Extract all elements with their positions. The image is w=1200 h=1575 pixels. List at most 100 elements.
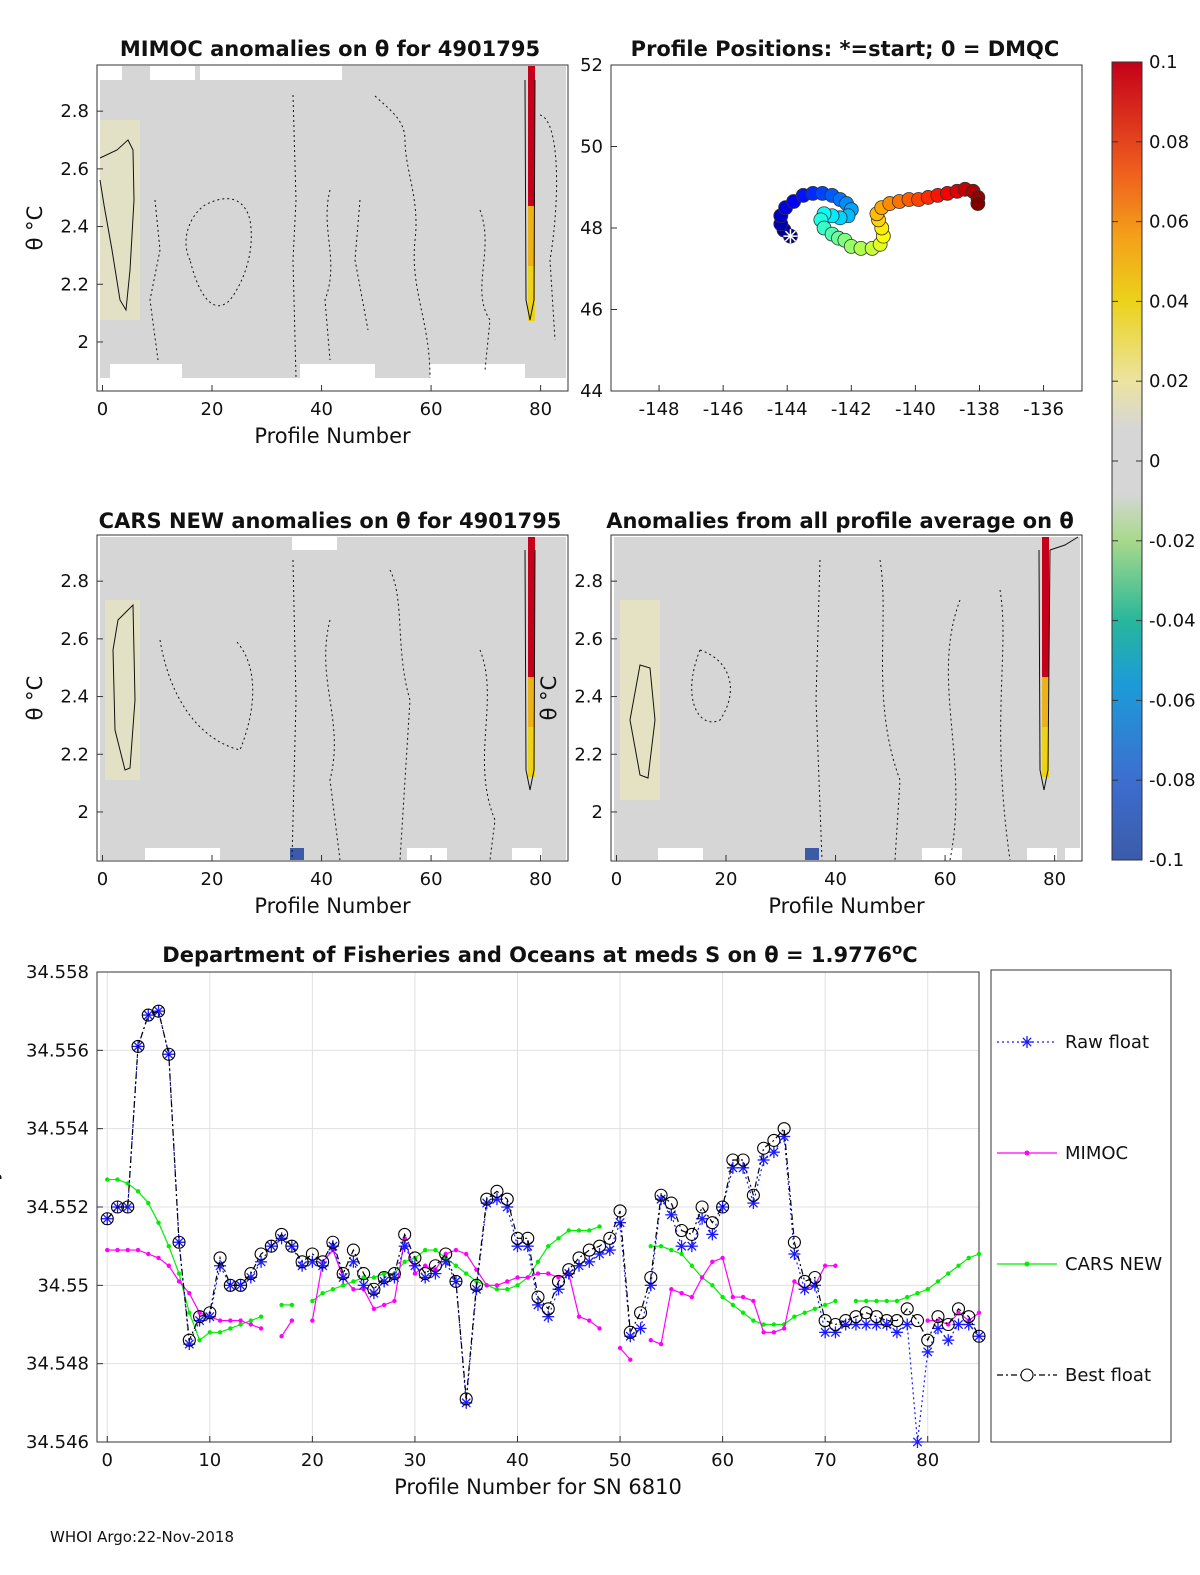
best-float-marker [531, 1290, 545, 1304]
best-float-marker [449, 1274, 463, 1288]
y-tick-label: 34.554 [26, 1119, 89, 1140]
raw-float-marker [685, 1240, 698, 1253]
raw-float-marker-stroke [656, 1194, 666, 1204]
x-tick-label: -144 [767, 399, 808, 420]
series-point [422, 1247, 428, 1253]
x-tick-label: 20 [201, 869, 224, 890]
series-point [105, 1247, 110, 1253]
best-float-marker [746, 1188, 760, 1202]
series-point [433, 1247, 438, 1253]
colorbar-tick-label: 0.1 [1149, 52, 1178, 73]
raw-float-marker-stroke [184, 1339, 194, 1349]
best-float-marker [151, 1004, 166, 1018]
series-point [176, 1271, 182, 1276]
best-float-marker [951, 1302, 966, 1316]
legend-label: Raw float [1065, 1032, 1149, 1053]
y-tick-label: 52 [580, 55, 603, 76]
raw-float-marker-stroke [933, 1323, 943, 1334]
series-point [494, 1287, 500, 1292]
series-point [812, 1306, 818, 1312]
best-float-marker [500, 1192, 514, 1206]
series-point [679, 1290, 684, 1296]
best-float-marker [787, 1235, 801, 1249]
best-float-marker [316, 1255, 330, 1269]
start-marker [783, 229, 798, 244]
series-point [289, 1302, 295, 1308]
series-point [228, 1326, 233, 1331]
y-tick-label: 2.4 [60, 217, 89, 238]
raw-float-marker-stroke [943, 1335, 953, 1345]
series-line [106, 1010, 980, 1443]
colorbar-tick-label: 0.06 [1149, 212, 1189, 233]
series-point [146, 1200, 151, 1206]
raw-float-marker [1021, 1036, 1033, 1048]
raw-float-marker-stroke [953, 1319, 964, 1330]
series-point [874, 1298, 879, 1304]
series-point [946, 1271, 951, 1276]
x-tick-label: 0 [102, 1450, 113, 1471]
raw-float-marker-stroke [153, 1006, 164, 1016]
x-axis-label: Profile Number [254, 894, 411, 918]
series-best-float [100, 1004, 986, 1406]
positions-panel: Profile Positions: *=start; 0 = DMQC -14… [580, 37, 1083, 420]
raw-float-marker [716, 1201, 729, 1213]
raw-float-marker [634, 1322, 647, 1335]
legend-label: CARS NEW [1065, 1254, 1162, 1275]
best-float-marker [634, 1306, 648, 1320]
series-point [905, 1294, 910, 1300]
series-point [125, 1247, 130, 1253]
raw-float-marker-stroke [625, 1331, 635, 1341]
raw-float-marker-stroke [451, 1276, 461, 1287]
series-point [976, 1310, 982, 1315]
best-float-marker [367, 1282, 381, 1296]
colorbar-tick-label: 0.04 [1149, 291, 1189, 312]
series-point [535, 1271, 541, 1276]
best-float-marker [480, 1192, 494, 1206]
x-tick-label: 80 [529, 399, 552, 420]
y-axis-label: θ °C [537, 676, 561, 721]
series-line [650, 1257, 836, 1345]
best-float-marker [705, 1216, 719, 1230]
y-tick-label: 34.552 [26, 1197, 89, 1218]
best-float-marker [182, 1333, 196, 1347]
y-tick-label: 2.8 [60, 101, 89, 122]
series-point [371, 1275, 377, 1280]
legend-item: Best float [997, 1365, 1151, 1386]
x-tick-label: 80 [529, 869, 552, 890]
raw-float-marker [890, 1326, 903, 1339]
colorbar-tick-label: -0.04 [1149, 611, 1196, 632]
raw-float-marker [398, 1240, 411, 1253]
x-axis-label: Profile Number for SN 6810 [394, 1475, 682, 1499]
series-point [802, 1310, 807, 1315]
series-point [310, 1298, 315, 1304]
colorbar-tick-label: -0.06 [1149, 690, 1196, 711]
series-line [281, 1320, 293, 1337]
raw-float-marker-stroke [164, 1049, 174, 1059]
series-point [330, 1287, 336, 1292]
series-point [853, 1298, 859, 1304]
x-axis-label: Profile Number [254, 424, 411, 448]
series-point [402, 1259, 407, 1265]
y-axis-label: θ °C [23, 206, 47, 251]
x-tick-label: -138 [959, 399, 1000, 420]
best-float-marker [695, 1200, 709, 1214]
best-float-marker [767, 1133, 781, 1147]
best-float-marker [726, 1153, 740, 1167]
best-float-marker [777, 1122, 791, 1136]
series-point [197, 1337, 202, 1343]
raw-float-marker [911, 1436, 924, 1448]
series-point [238, 1318, 243, 1323]
salinity-title: Department of Fisheries and Oceans at me… [162, 940, 917, 967]
colorbar-tick-label: -0.02 [1149, 531, 1196, 552]
best-float-marker [244, 1267, 258, 1281]
raw-float-marker-stroke [635, 1323, 646, 1334]
y-tick-label: 2.4 [574, 687, 603, 708]
best-float-marker [900, 1302, 914, 1316]
best-float-marker [603, 1231, 617, 1245]
series-point [617, 1345, 623, 1351]
series-point [279, 1334, 284, 1339]
raw-float-marker-stroke [225, 1280, 235, 1290]
axes-box [96, 534, 569, 862]
salinity-title-unit: C [902, 943, 917, 967]
series-point [894, 1298, 900, 1304]
